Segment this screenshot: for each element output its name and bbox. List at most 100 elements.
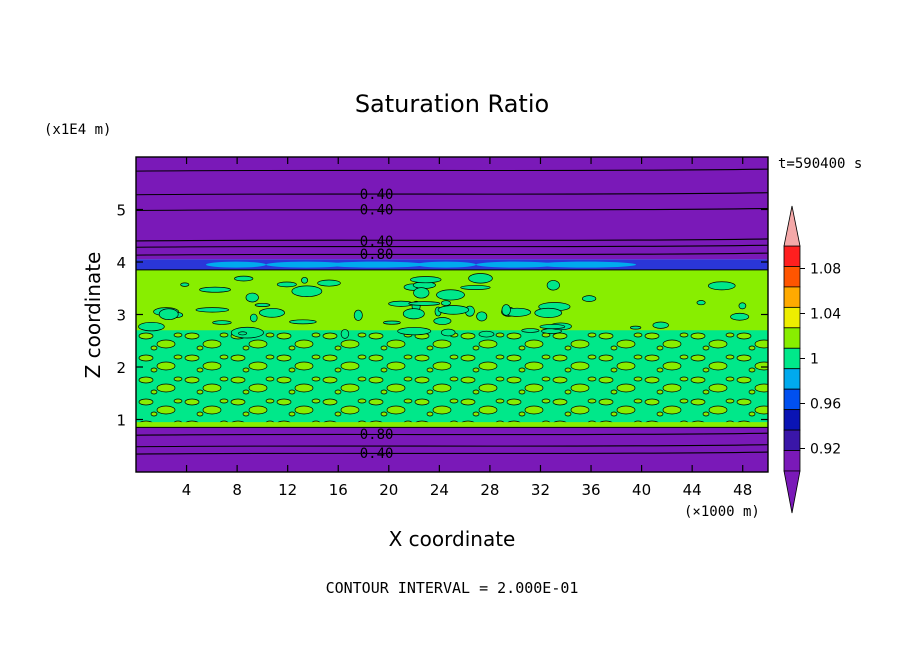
x-tick-label: 32 xyxy=(531,481,550,499)
field-patch xyxy=(460,285,491,290)
colorbar-tick-label: 1 xyxy=(810,352,819,368)
field-patch xyxy=(212,320,232,325)
field-patch xyxy=(250,313,258,323)
field-patch xyxy=(195,307,230,313)
field-patch xyxy=(413,287,430,299)
y-unit-label: (x1E4 m) xyxy=(44,122,111,138)
field-streak xyxy=(266,261,346,268)
colorbar-swatch xyxy=(783,327,801,349)
colorbar-swatch xyxy=(783,245,801,267)
field-patch xyxy=(468,273,493,284)
contour-field xyxy=(136,157,768,472)
colorbar-swatch xyxy=(783,368,801,390)
colorbar-swatch xyxy=(783,388,801,411)
field-patch xyxy=(408,301,441,306)
contour-line-6 xyxy=(135,432,769,436)
field-patch xyxy=(138,321,165,332)
field-patch xyxy=(433,317,452,325)
x-tick-label: 28 xyxy=(480,481,499,499)
x-tick-label: 36 xyxy=(581,481,600,499)
y-axis: 1 2 3 4 5 xyxy=(116,202,768,430)
contour-line-3 xyxy=(135,238,769,242)
field-streak xyxy=(536,261,636,268)
time-label: t=590400 s xyxy=(778,156,862,172)
field-patch xyxy=(289,319,317,325)
contour-line-8 xyxy=(135,451,769,455)
field-patch xyxy=(437,305,470,315)
colorbar-arrow-low xyxy=(783,470,801,514)
contour-label-0: 0.40 xyxy=(360,187,394,203)
x-tick-label: 44 xyxy=(683,481,702,499)
colorbar-arrow-high xyxy=(783,205,801,247)
contour-line-1 xyxy=(135,192,769,196)
field-patch xyxy=(234,275,254,282)
colorbar-swatch xyxy=(783,306,801,329)
colorbar-tick-label: 1.08 xyxy=(810,262,841,278)
field-streak xyxy=(416,261,476,268)
x-axis-label: X coordinate xyxy=(389,527,516,551)
field-patch xyxy=(476,311,488,322)
x-tick-label: 48 xyxy=(733,481,752,499)
field-patch xyxy=(440,328,456,337)
field-patch xyxy=(230,326,264,339)
x-tick-label: 16 xyxy=(329,481,348,499)
field-patch xyxy=(254,303,271,307)
contour-line-4 xyxy=(135,244,769,248)
y-tick-label: 1 xyxy=(116,412,126,430)
contour-line-0 xyxy=(135,168,769,172)
x-tick-label: 8 xyxy=(232,481,242,499)
contour-label-3: 0.80 xyxy=(360,247,394,263)
colorbar-swatch xyxy=(783,266,801,288)
colorbar-swatch xyxy=(783,409,801,431)
field-patch xyxy=(276,281,297,288)
field-patch xyxy=(440,300,451,306)
field-patch xyxy=(629,325,642,330)
contour-label-5: 0.40 xyxy=(360,446,394,462)
x-tick-label: 4 xyxy=(182,481,192,499)
field-patch xyxy=(353,309,363,321)
colorbar-swatch xyxy=(783,429,801,451)
field-patch xyxy=(539,324,566,330)
field-patch xyxy=(402,308,425,320)
field-patch xyxy=(397,327,432,336)
x-tick-label: 24 xyxy=(430,481,449,499)
field-patch xyxy=(291,285,323,297)
field-patch xyxy=(546,280,560,291)
x-tick-label: 12 xyxy=(278,481,297,499)
colorbar-tick-label: 0.92 xyxy=(810,442,841,458)
field-patch xyxy=(534,307,563,318)
field-patch xyxy=(501,304,511,316)
field-patch xyxy=(158,308,179,321)
colorbar-tick-label: 0.96 xyxy=(810,397,841,413)
field-texture xyxy=(136,330,768,423)
x-unit-label: (×1000 m) xyxy=(684,504,760,520)
colorbar-swatch xyxy=(783,347,801,370)
field-patch xyxy=(436,289,465,301)
colorbar-swatch xyxy=(783,450,801,472)
contour-label-4: 0.80 xyxy=(360,427,394,443)
y-tick-label: 2 xyxy=(116,359,126,377)
field-patch xyxy=(707,281,736,291)
field-region-0 xyxy=(136,157,768,260)
field-streak xyxy=(476,261,556,268)
field-streak xyxy=(206,261,266,268)
contour-interval-footer: CONTOUR INTERVAL = 2.000E-01 xyxy=(326,579,579,597)
contour-label-2: 0.40 xyxy=(360,234,394,250)
contour-labels: 0.400.400.400.800.800.40 xyxy=(360,187,394,462)
colorbar-tick-label: 1.04 xyxy=(810,307,841,323)
field-patch xyxy=(730,312,750,321)
field-patch xyxy=(738,302,747,310)
chart-title: Saturation Ratio xyxy=(355,90,549,118)
x-tick-label: 20 xyxy=(379,481,398,499)
field-patch xyxy=(340,329,350,339)
field-patch xyxy=(652,321,669,329)
field-patch xyxy=(409,276,442,284)
colorbar-swatch xyxy=(783,286,801,308)
contour-label-1: 0.40 xyxy=(360,203,394,219)
field-streak xyxy=(326,261,426,268)
field-patch xyxy=(180,282,190,287)
y-tick-label: 4 xyxy=(116,254,126,272)
field-patch xyxy=(478,330,495,338)
x-axis: 4 8 12 16 20 24 28 32 36 40 44 48 xyxy=(182,157,752,499)
field-patch xyxy=(521,328,540,333)
